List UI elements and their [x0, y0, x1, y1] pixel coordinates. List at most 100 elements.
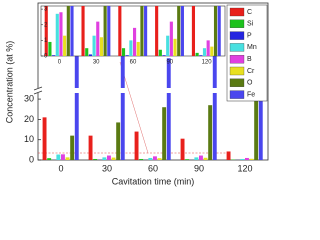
inset-y-tick-label: 0: [44, 54, 48, 60]
bar: [240, 158, 245, 160]
inset-bar: [44, 6, 48, 56]
break-mark: [33, 86, 43, 91]
legend-swatch: [229, 66, 245, 76]
inset-bar: [52, 55, 56, 56]
legend-swatch: [229, 31, 245, 40]
inset-bar: [162, 55, 166, 56]
bar: [116, 122, 121, 160]
inset-bar: [191, 6, 196, 56]
inset-bar: [85, 48, 89, 56]
inset-bar: [210, 46, 214, 56]
inset-bar: [55, 13, 59, 56]
inset-bar: [121, 48, 126, 56]
bar: [111, 157, 116, 160]
bar: [249, 158, 254, 160]
bar: [162, 107, 167, 160]
inset-x-tick-label: 90: [166, 60, 173, 66]
inset-bar: [202, 48, 207, 56]
bar: [93, 158, 98, 160]
inset-bar: [96, 21, 100, 56]
y-tick-label: 20: [24, 114, 34, 124]
legend-label: C: [247, 9, 252, 16]
inset-bar: [155, 6, 159, 56]
legend-label: Mn: [247, 44, 257, 51]
bar: [226, 151, 231, 160]
inset-bar: [169, 21, 173, 56]
x-axis-title: Cavitation time (min): [112, 176, 195, 186]
bar: [203, 157, 208, 160]
bar: [157, 158, 162, 160]
x-tick-label: 30: [102, 163, 112, 173]
bar: [258, 93, 263, 160]
inset-bar: [81, 6, 85, 56]
legend-label: O: [247, 80, 253, 87]
bar-upper: [212, 45, 217, 88]
inset-bar: [217, 6, 221, 56]
inset-bar: [125, 55, 129, 56]
bar: [47, 158, 52, 160]
bar: [245, 157, 249, 160]
y-tick-label: 30: [24, 93, 34, 103]
inset-bar: [213, 6, 218, 56]
legend-label: B: [247, 56, 252, 63]
legend-swatch: [229, 19, 245, 28]
bar: [74, 93, 79, 160]
bar-upper: [166, 58, 171, 88]
bar: [208, 105, 213, 160]
bar: [212, 93, 217, 160]
inset-bar: [173, 38, 177, 56]
inset-bar: [199, 55, 203, 56]
x-tick-label: 0: [58, 163, 63, 173]
y-tick-label: 10: [24, 134, 34, 144]
x-tick-label: 120: [237, 163, 252, 173]
bar: [120, 93, 125, 160]
inset-bar: [166, 35, 170, 56]
bar: [56, 154, 61, 160]
bar: [61, 154, 65, 160]
bar: [134, 131, 139, 160]
bar: [194, 157, 199, 160]
y-tick-label: 0: [29, 154, 34, 164]
inset-bar: [195, 52, 199, 56]
inset-bar: [48, 41, 52, 56]
bar: [254, 95, 259, 160]
bar: [153, 156, 157, 160]
bar: [102, 157, 107, 160]
inset-bar: [133, 27, 137, 56]
break-mark: [33, 90, 43, 95]
inset-x-tick-label: 60: [130, 60, 137, 66]
x-tick-label: 90: [194, 163, 204, 173]
inset-bar: [107, 6, 111, 56]
inset-y-tick-label: 2: [44, 22, 48, 28]
bar: [88, 135, 93, 160]
chart: Concentration (at %) Cavitation time (mi…: [4, 2, 269, 186]
inset-x-tick-label: 120: [202, 60, 213, 66]
bar: [70, 135, 75, 160]
inset-bar: [99, 37, 104, 56]
inset-bar: [88, 54, 92, 56]
inset-bar: [63, 35, 67, 56]
bar: [65, 157, 70, 160]
legend-label: Si: [247, 21, 254, 28]
inset-bar: [206, 40, 210, 56]
legend-swatch: [229, 55, 245, 64]
inset-bar: [158, 49, 162, 56]
inset-y-tick-label: 1: [44, 38, 48, 44]
y-axis-title: Concentration (at %): [4, 41, 14, 124]
bar-upper: [74, 37, 79, 88]
inset-bar: [70, 6, 74, 56]
inset-bar: [103, 6, 107, 56]
inset-bar: [177, 6, 181, 56]
inset-bar: [129, 40, 133, 56]
inset-bar: [180, 6, 184, 56]
legend-label: Cr: [247, 68, 255, 75]
inset-bar: [66, 6, 70, 56]
inset-bar: [144, 6, 148, 56]
bar: [166, 93, 171, 160]
legend-swatch: [229, 7, 245, 17]
bar: [107, 155, 111, 160]
inset-bar: [92, 35, 96, 56]
inset-y-tick-label: 3: [44, 7, 48, 13]
legend-swatch: [229, 43, 245, 52]
inset-x-tick-label: 30: [93, 60, 100, 66]
